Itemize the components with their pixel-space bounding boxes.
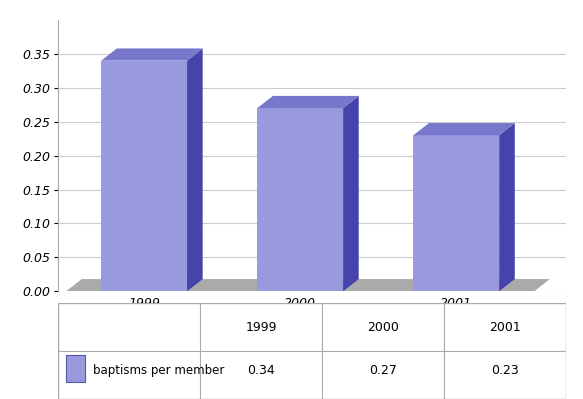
FancyBboxPatch shape [58, 303, 566, 399]
Polygon shape [101, 61, 187, 291]
Text: 0.23: 0.23 [491, 364, 518, 377]
Polygon shape [257, 108, 343, 291]
Polygon shape [257, 96, 359, 108]
Polygon shape [66, 279, 550, 291]
Polygon shape [343, 96, 359, 291]
Text: 0.27: 0.27 [369, 364, 397, 377]
Text: 1999: 1999 [245, 321, 277, 334]
Text: 0.34: 0.34 [247, 364, 275, 377]
Text: baptisms per member: baptisms per member [93, 364, 224, 377]
Polygon shape [187, 48, 203, 291]
Polygon shape [499, 123, 515, 291]
Polygon shape [413, 135, 499, 291]
FancyBboxPatch shape [66, 355, 85, 382]
Polygon shape [101, 48, 203, 61]
Text: 2001: 2001 [489, 321, 521, 334]
Polygon shape [413, 123, 515, 135]
Text: 2000: 2000 [367, 321, 399, 334]
